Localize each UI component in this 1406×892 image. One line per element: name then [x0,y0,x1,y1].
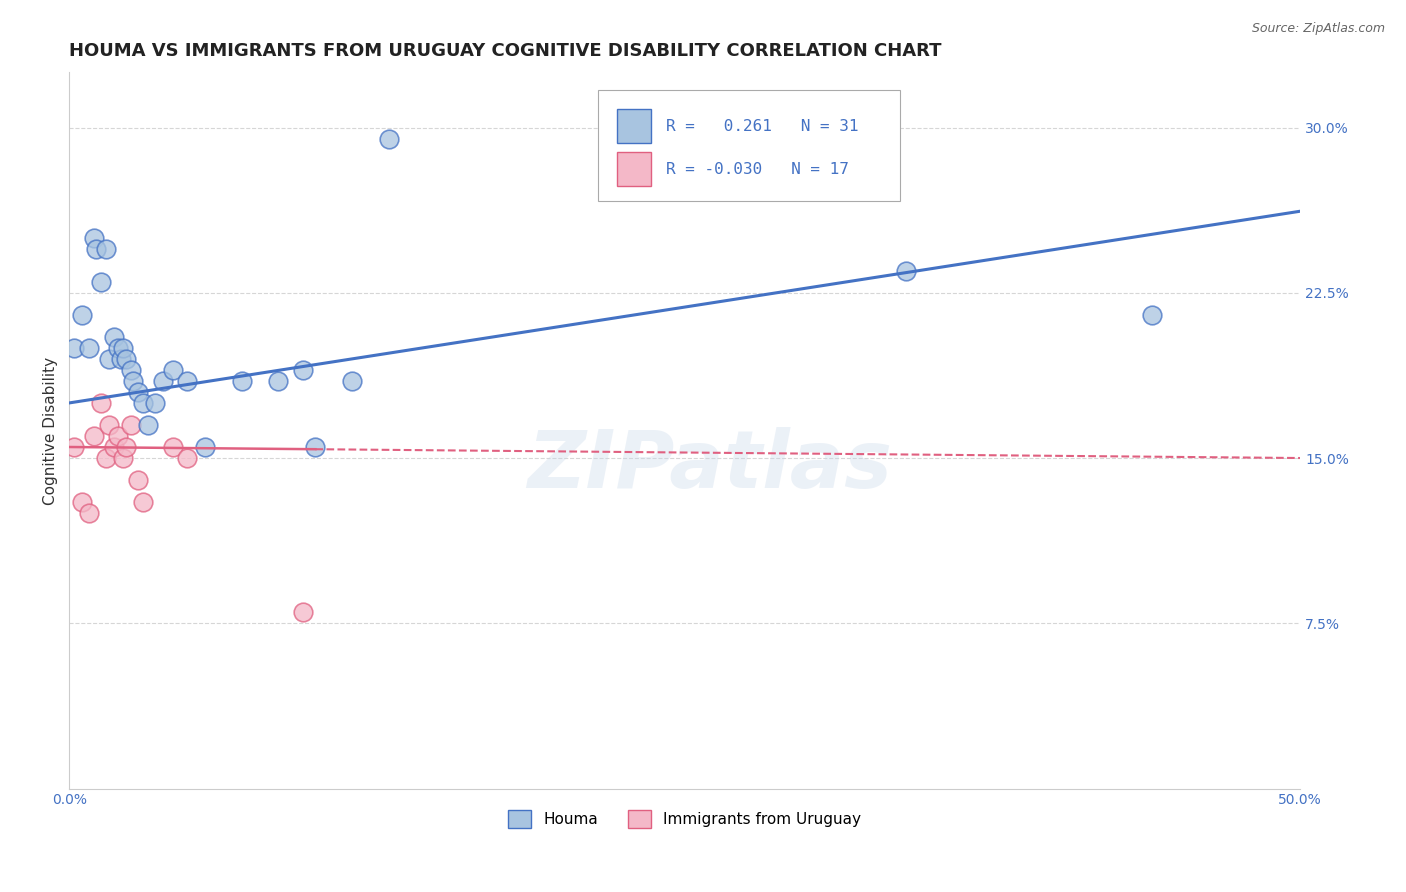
Point [132,495,155,509]
Point [110,351,132,366]
Point [231,374,253,388]
Point [122,374,145,388]
Legend: Houma, Immigrants from Uruguay: Houma, Immigrants from Uruguay [502,804,868,835]
Text: R =   0.261   N = 31: R = 0.261 N = 31 [666,119,859,134]
Point [63,341,86,355]
Point [127,384,149,399]
Point [152,374,174,388]
Point [127,473,149,487]
FancyBboxPatch shape [599,90,900,202]
FancyBboxPatch shape [617,152,651,186]
Text: ZIPatlas: ZIPatlas [527,427,891,505]
Point [97,351,120,366]
Text: Source: ZipAtlas.com: Source: ZipAtlas.com [1251,22,1385,36]
Point [103,330,125,344]
Point [112,450,135,465]
Point [176,374,198,388]
Point [292,363,315,377]
Point [162,440,184,454]
Point [90,275,112,289]
Point [162,363,184,377]
Point [120,417,142,432]
Point [96,450,118,465]
Text: R = -0.030   N = 17: R = -0.030 N = 17 [666,161,849,177]
Point [97,417,120,432]
Point [342,374,364,388]
Point [132,396,155,410]
Point [378,131,401,145]
Point [145,396,167,410]
Point [896,264,918,278]
Y-axis label: Cognitive Disability: Cognitive Disability [44,357,58,505]
FancyBboxPatch shape [617,109,651,144]
Point [112,341,135,355]
Point [107,429,129,443]
Point [63,440,86,454]
Point [115,351,138,366]
Point [267,374,290,388]
Point [83,230,105,244]
Point [107,341,129,355]
Point [120,363,142,377]
Point [77,341,100,355]
Point [84,242,107,256]
Point [83,429,105,443]
Point [96,242,118,256]
Point [292,605,315,619]
Point [176,450,198,465]
Text: HOUMA VS IMMIGRANTS FROM URUGUAY COGNITIVE DISABILITY CORRELATION CHART: HOUMA VS IMMIGRANTS FROM URUGUAY COGNITI… [69,42,942,60]
Point [136,417,159,432]
Point [103,440,125,454]
Point [70,495,93,509]
Point [90,396,112,410]
Point [115,440,138,454]
Point [194,440,217,454]
Point [304,440,326,454]
Point [70,308,93,322]
Point [1142,308,1164,322]
Point [77,506,100,520]
